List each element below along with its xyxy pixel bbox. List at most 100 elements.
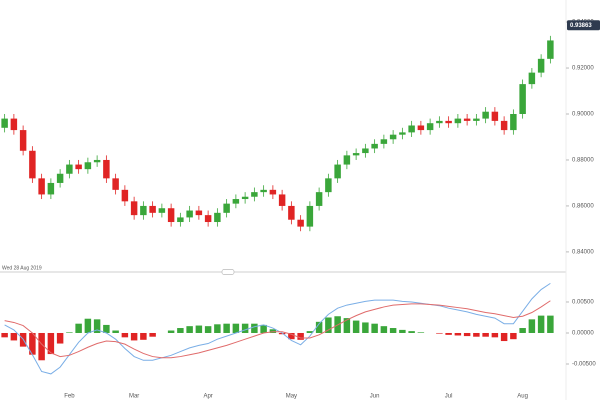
candle-body <box>537 58 545 73</box>
histogram-bar <box>519 328 526 333</box>
histogram-bar <box>29 332 36 355</box>
x-tick-label: May <box>286 394 297 400</box>
candle-body <box>140 205 147 216</box>
candle-body <box>38 178 45 195</box>
candle-body <box>84 162 92 170</box>
y-tick-label: 0.00500 <box>572 300 594 306</box>
histogram-bar <box>510 332 517 340</box>
macd-line <box>4 300 551 359</box>
x-tick-label: Feb <box>64 394 75 400</box>
candle-body <box>241 196 249 200</box>
candle-body <box>223 203 230 213</box>
candle-body <box>371 143 378 149</box>
histogram-bar <box>10 332 18 341</box>
histogram-bar <box>167 330 175 333</box>
candle-body <box>463 118 471 121</box>
histogram-bar <box>47 332 55 355</box>
histogram-bar <box>186 326 193 333</box>
histogram-bar <box>269 329 277 333</box>
resize-handle[interactable] <box>221 269 235 275</box>
histogram-bar <box>528 319 536 333</box>
histogram-bar <box>436 332 443 334</box>
histogram-bar <box>482 332 489 337</box>
histogram-bar <box>537 315 545 333</box>
candle-body <box>204 215 212 223</box>
histogram-bar <box>121 332 129 338</box>
histogram-bar <box>297 332 304 340</box>
x-tick-label: Mar <box>129 394 139 400</box>
candle-body <box>445 120 452 124</box>
histogram-bar <box>177 328 184 333</box>
candle-body <box>232 199 240 204</box>
candle-body <box>454 118 462 124</box>
candle-body <box>167 208 175 223</box>
candle-body <box>47 182 55 195</box>
candle-body <box>10 118 18 131</box>
candle-body <box>103 159 110 179</box>
y-tick-label: -0.00500 <box>572 362 596 368</box>
x-tick-label: Jun <box>370 394 380 400</box>
candle-body <box>436 120 443 124</box>
candle-body <box>269 189 277 195</box>
histogram-bar <box>260 324 267 333</box>
candle-body <box>297 219 304 227</box>
candle-body <box>426 123 434 131</box>
y-tick-label: 0.88000 <box>572 158 594 164</box>
histogram-bar <box>38 332 45 361</box>
histogram-bar <box>251 323 258 333</box>
candle-body <box>352 153 360 156</box>
candle-body <box>288 205 295 220</box>
histogram-bar <box>204 326 212 333</box>
candle-body <box>325 178 332 193</box>
y-tick-label: 0.90000 <box>572 112 594 118</box>
histogram-bar <box>473 332 480 337</box>
histogram-bar <box>130 332 138 341</box>
x-tick-label: Jul <box>445 394 453 400</box>
histogram-bar <box>149 332 156 337</box>
candle-body <box>528 72 536 85</box>
histogram-bar <box>66 332 73 333</box>
candle-body <box>399 132 406 135</box>
candle-body <box>1 118 8 128</box>
candle-body <box>362 148 369 154</box>
candle-body <box>149 205 156 213</box>
candle-body <box>380 139 388 144</box>
price-label: 0.93863 <box>570 23 592 29</box>
candle-body <box>93 159 101 163</box>
histogram-bar <box>445 332 452 335</box>
candle-body <box>519 84 526 114</box>
histogram-bar <box>315 321 323 333</box>
histogram-bar <box>325 317 332 333</box>
x-tick-label: Aug <box>517 394 528 400</box>
crosshair-date: Wed 28 Aug 2019 <box>2 265 42 271</box>
candle-body <box>417 125 425 131</box>
histogram-bar <box>491 332 499 338</box>
candle-body <box>121 189 129 202</box>
histogram-bar <box>399 329 406 333</box>
histogram-bar <box>1 332 8 338</box>
candle-body <box>112 178 119 190</box>
y-tick-label: 0.00000 <box>572 331 594 337</box>
candle-body <box>482 111 489 119</box>
candle-body <box>19 130 27 151</box>
histogram-bar <box>112 330 119 333</box>
histogram-bar <box>547 315 554 333</box>
histogram-bar <box>463 332 471 337</box>
histogram-bar <box>352 320 360 333</box>
candle-body <box>389 134 397 140</box>
candle-body <box>334 164 341 179</box>
histogram-bar <box>223 323 230 333</box>
candle-body <box>306 205 314 227</box>
histogram-bar <box>84 318 92 333</box>
x-tick-label: Apr <box>203 394 212 400</box>
histogram-bar <box>195 325 203 333</box>
histogram-bar <box>417 332 425 333</box>
histogram-bar <box>93 319 101 333</box>
candle-body <box>251 192 258 197</box>
histogram-bar <box>389 328 397 333</box>
histogram-bar <box>288 332 295 340</box>
candle-body <box>491 111 499 121</box>
histogram-bar <box>371 323 378 333</box>
y-tick-label: 0.92000 <box>572 66 594 72</box>
